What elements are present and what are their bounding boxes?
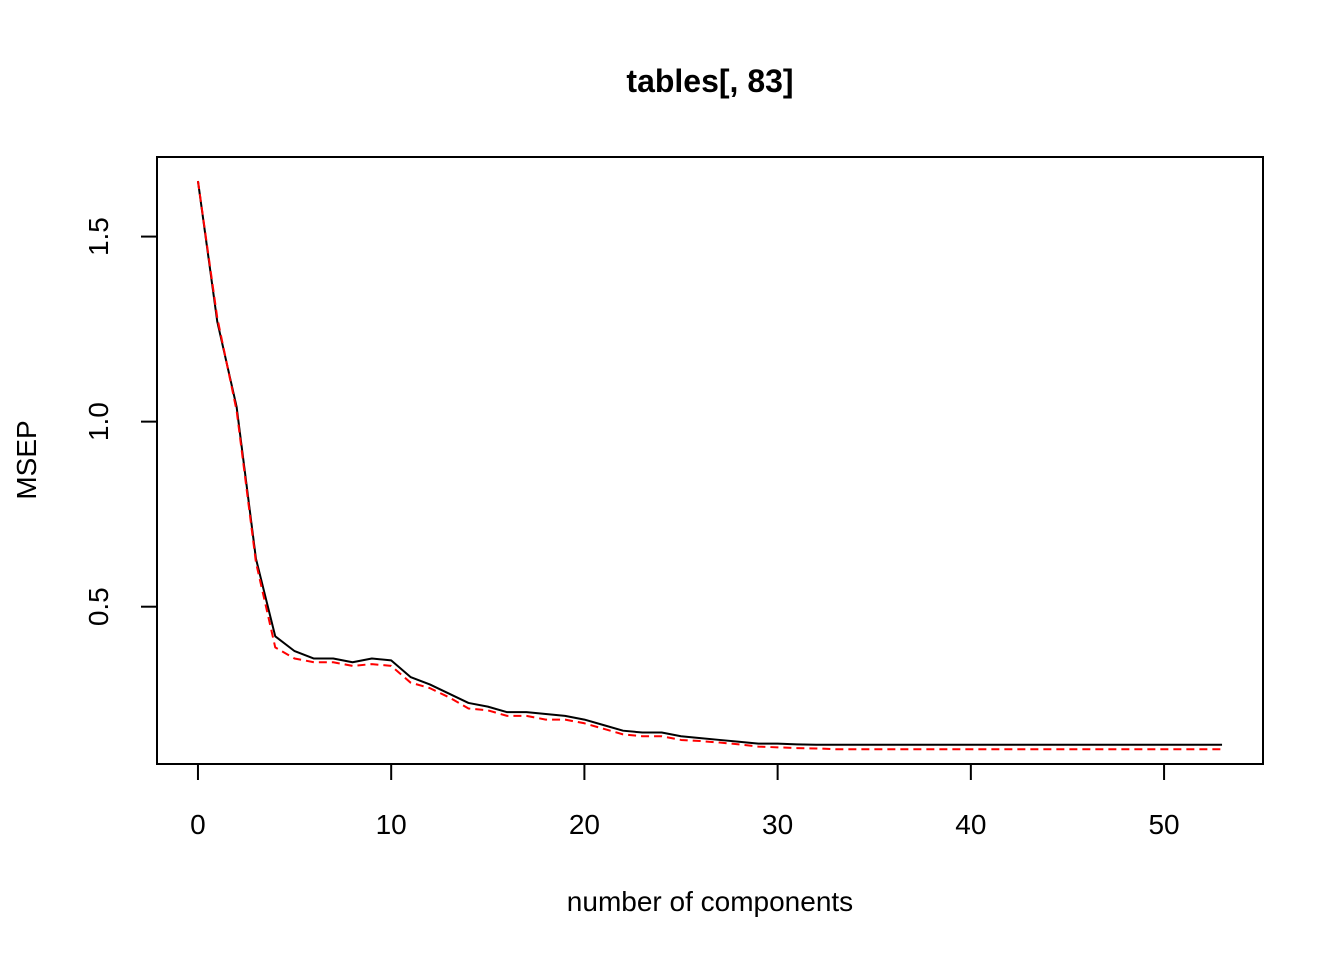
x-tick-label: 50 [1148,809,1179,840]
x-tick-label: 10 [376,809,407,840]
plot-frame [156,156,1264,765]
x-tick-label: 30 [762,809,793,840]
y-tick-label: 1.5 [83,217,114,256]
chart-title: tables[, 83] [626,63,793,99]
x-tick-label: 40 [955,809,986,840]
series-line-1 [196,180,1223,746]
y-axis-label: MSEP [11,420,42,499]
y-tick-label: 1.0 [83,402,114,441]
x-tick-label: 20 [569,809,600,840]
y-axis: 0.5 1.0 1.5 [83,217,158,626]
series-line-2 [196,180,1223,751]
x-axis-label: number of components [567,886,853,917]
x-tick-label: 0 [190,809,206,840]
series-group [196,180,1223,751]
x-axis: 0 10 20 30 40 50 [190,763,1180,840]
y-tick-label: 0.5 [83,587,114,626]
